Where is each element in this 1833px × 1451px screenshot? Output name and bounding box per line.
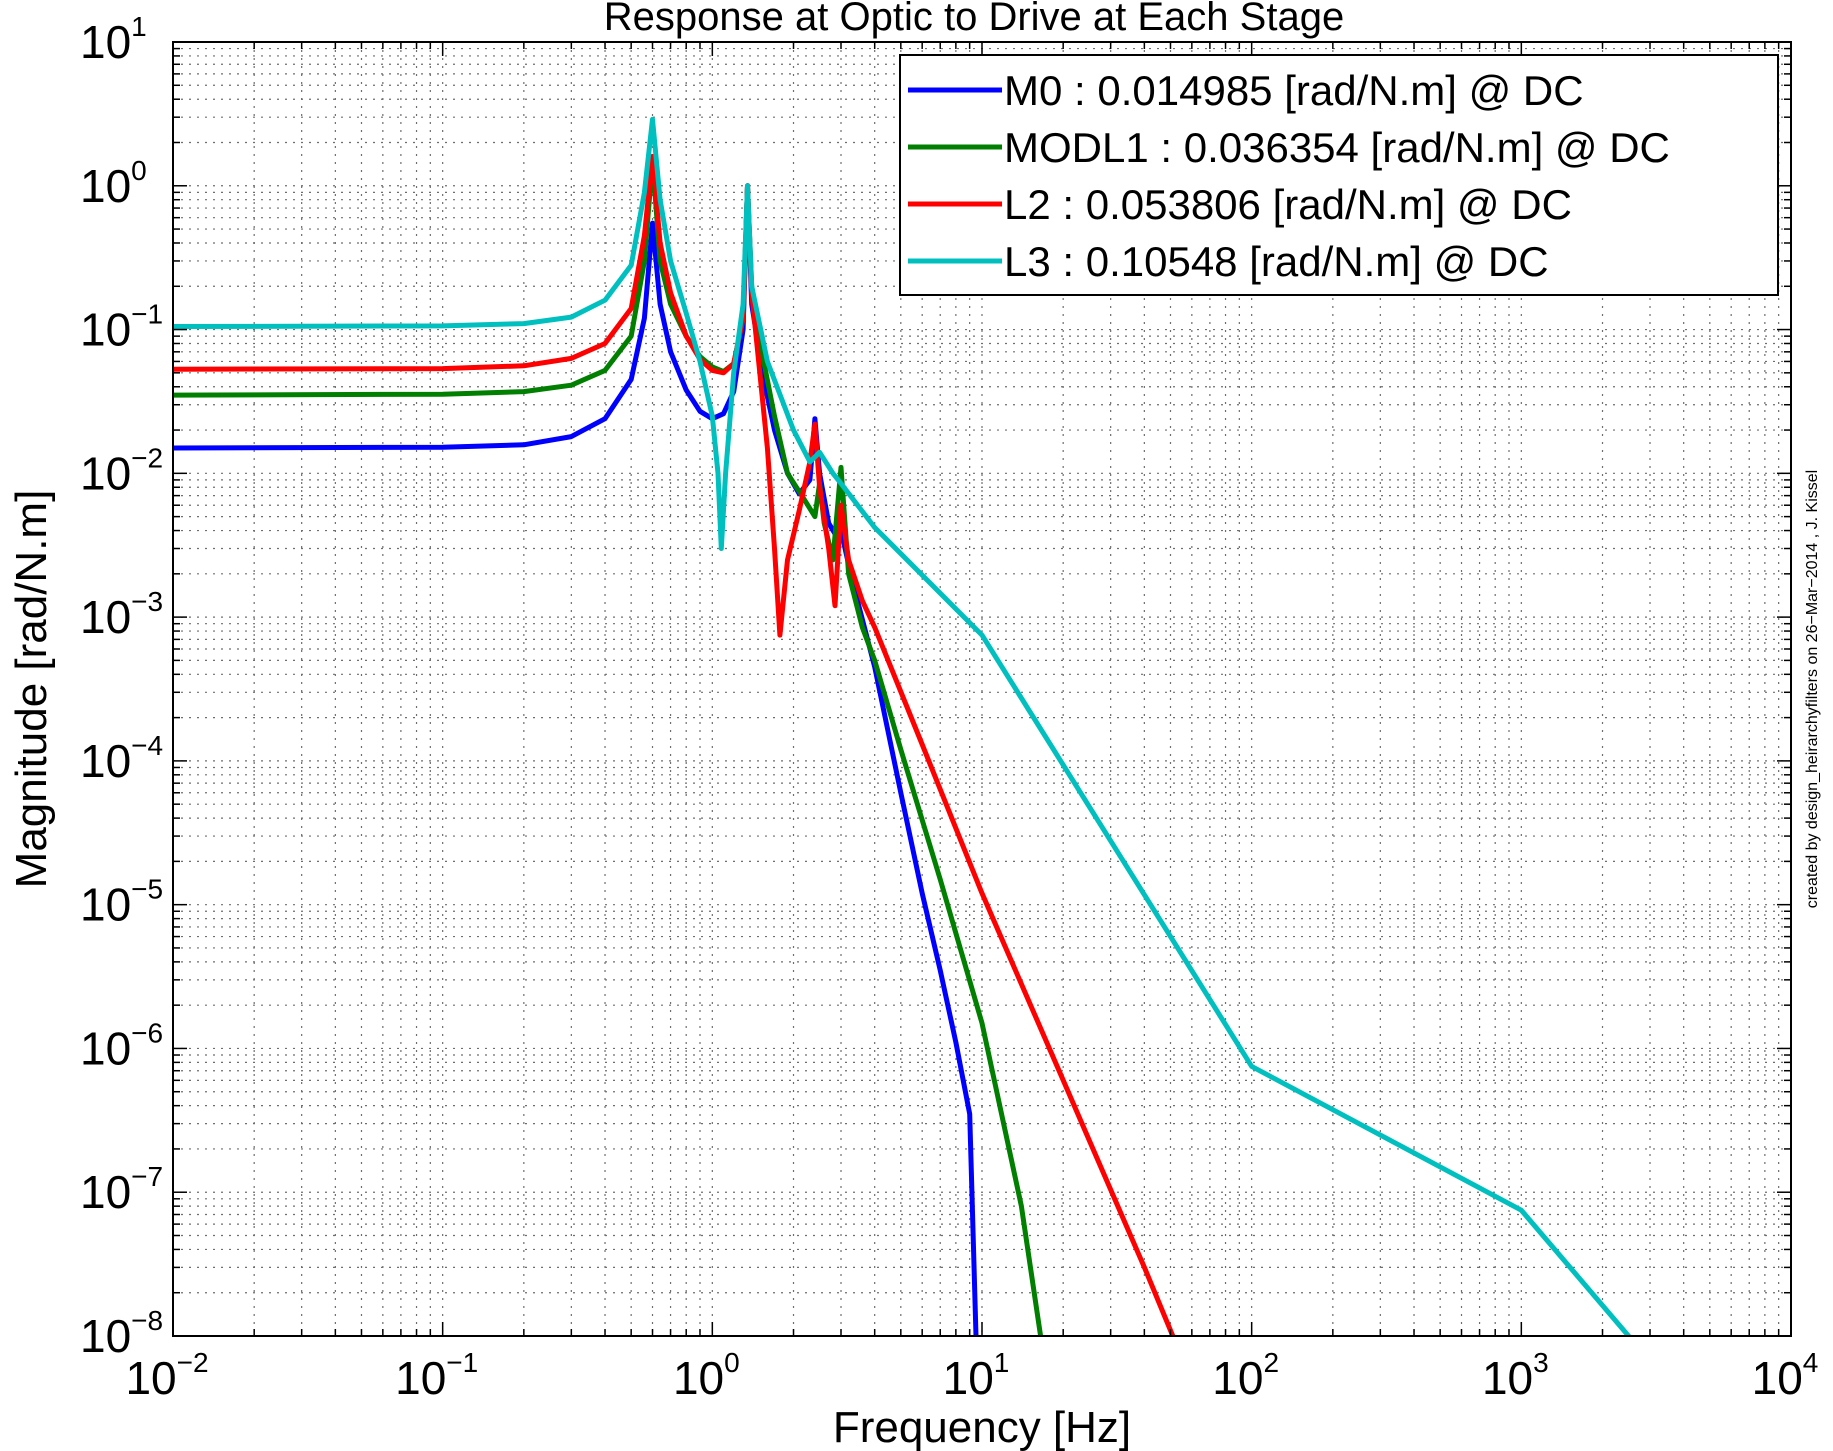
legend-entry-label: M0 : 0.014985 [rad/N.m] @ DC: [1004, 67, 1584, 114]
x-tick-label: 103: [1482, 1347, 1549, 1404]
x-tick-label: 10−1: [395, 1347, 478, 1404]
y-tick-label: 10−3: [80, 586, 163, 643]
x-tick-label: 10−2: [125, 1347, 208, 1404]
y-tick-label: 10−5: [80, 874, 163, 931]
y-tick-label: 10−6: [80, 1017, 163, 1074]
legend-box: [899, 54, 1779, 296]
x-tick-label: 104: [1752, 1347, 1819, 1404]
legend-entry-label: L2 : 0.053806 [rad/N.m] @ DC: [1004, 181, 1572, 228]
chart-title: Response at Optic to Drive at Each Stage: [604, 0, 1344, 39]
y-axis-ticks: 101 100 10−1 10−2 10−3 10−4 10−5 10−6 10−7 10−8: [80, 11, 1791, 1362]
legend-entry-label: MODL1 : 0.036354 [rad/N.m] @ DC: [1004, 124, 1670, 171]
y-tick-label: 10−7: [80, 1161, 163, 1218]
series-line-4: [173, 116, 1632, 1336]
x-tick-label: 102: [1212, 1347, 1279, 1404]
y-axis-label: Magnitude [rad/N.m]: [7, 490, 56, 889]
y-tick-label: 10−4: [80, 730, 163, 787]
x-axis-label: Frequency [Hz]: [833, 1403, 1131, 1451]
x-tick-label: 101: [943, 1347, 1010, 1404]
y-tick-label: 10−8: [80, 1305, 163, 1362]
legend-entry-label: L3 : 0.10548 [rad/N.m] @ DC: [1004, 238, 1549, 285]
y-tick-label: 10−2: [80, 442, 163, 499]
x-tick-label: 100: [673, 1347, 740, 1404]
y-tick-label: 10−1: [80, 299, 163, 356]
creator-credit: created by design_heirarchyfilters on 26…: [1804, 470, 1821, 908]
series-lines: [173, 116, 1632, 1336]
x-axis-ticks: 10−2 10−1 100 101 102 103 104: [125, 42, 1818, 1404]
y-tick-label: 100: [80, 155, 147, 212]
y-tick-label: 101: [80, 11, 147, 68]
legend: M0 : 0.014985 [rad/N.m] @ DC MODL1 : 0.03…: [899, 54, 1779, 296]
series-line-3: [173, 153, 1176, 1336]
